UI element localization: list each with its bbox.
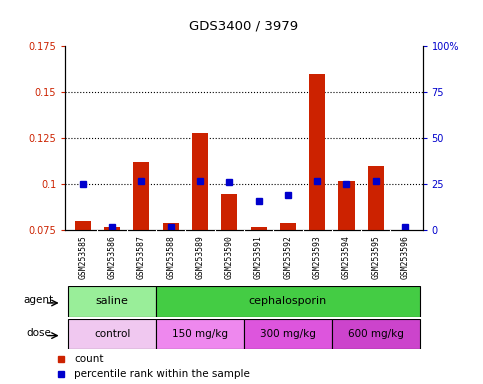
- Bar: [280, 223, 296, 230]
- Bar: [221, 194, 237, 230]
- Text: 600 mg/kg: 600 mg/kg: [348, 329, 404, 339]
- Bar: [156, 319, 244, 349]
- Text: GSM253586: GSM253586: [108, 235, 116, 278]
- Text: GSM253590: GSM253590: [225, 235, 234, 278]
- Bar: [104, 227, 120, 230]
- Text: GSM253595: GSM253595: [371, 235, 380, 278]
- Text: GSM253593: GSM253593: [313, 235, 322, 278]
- Text: 150 mg/kg: 150 mg/kg: [172, 329, 228, 339]
- Text: GSM253594: GSM253594: [342, 235, 351, 278]
- Text: control: control: [94, 329, 130, 339]
- Bar: [309, 74, 325, 230]
- Text: GSM253592: GSM253592: [284, 235, 292, 278]
- Text: GSM253585: GSM253585: [78, 235, 87, 278]
- Bar: [75, 221, 91, 230]
- Bar: [244, 319, 332, 349]
- Text: GSM253596: GSM253596: [400, 235, 410, 278]
- Text: GSM253587: GSM253587: [137, 235, 146, 278]
- Text: GSM253591: GSM253591: [254, 235, 263, 278]
- Text: agent: agent: [24, 295, 54, 305]
- Bar: [192, 133, 208, 230]
- Bar: [332, 319, 420, 349]
- Text: cephalosporin: cephalosporin: [249, 296, 327, 306]
- Text: GSM253588: GSM253588: [166, 235, 175, 278]
- Bar: [368, 166, 384, 230]
- Text: 300 mg/kg: 300 mg/kg: [260, 329, 316, 339]
- Text: percentile rank within the sample: percentile rank within the sample: [74, 369, 250, 379]
- Text: count: count: [74, 354, 104, 364]
- Bar: [156, 286, 420, 317]
- Bar: [68, 319, 156, 349]
- Text: dose: dose: [26, 328, 51, 338]
- Bar: [251, 227, 267, 230]
- Bar: [163, 223, 179, 230]
- Text: GDS3400 / 3979: GDS3400 / 3979: [189, 19, 298, 32]
- Bar: [133, 162, 149, 230]
- Bar: [68, 286, 156, 317]
- Bar: [339, 180, 355, 230]
- Text: saline: saline: [96, 296, 128, 306]
- Text: GSM253589: GSM253589: [196, 235, 204, 278]
